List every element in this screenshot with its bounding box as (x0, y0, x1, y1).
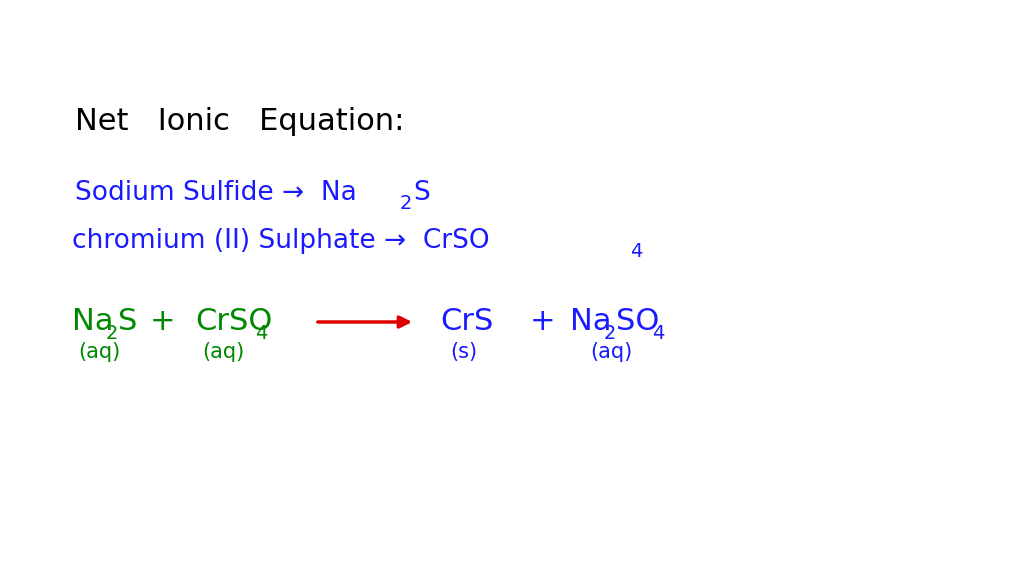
Text: Net   Ionic   Equation:: Net Ionic Equation: (75, 107, 404, 136)
Text: 2: 2 (400, 194, 413, 213)
Text: +: + (150, 307, 176, 336)
Text: chromium (II) Sulphate →  CrSO: chromium (II) Sulphate → CrSO (72, 228, 489, 254)
Text: (s): (s) (450, 342, 477, 362)
Text: (aq): (aq) (202, 342, 245, 362)
Text: CrS: CrS (440, 307, 494, 336)
Text: (aq): (aq) (590, 342, 632, 362)
Text: 4: 4 (255, 324, 267, 343)
Text: 2: 2 (604, 324, 616, 343)
Text: S: S (413, 180, 430, 206)
Text: 2: 2 (106, 324, 119, 343)
Text: Sodium Sulfide →  Na: Sodium Sulfide → Na (75, 180, 356, 206)
Text: (aq): (aq) (78, 342, 120, 362)
Text: 4: 4 (630, 242, 642, 261)
Text: Na: Na (72, 307, 114, 336)
Text: +: + (530, 307, 556, 336)
Text: 4: 4 (652, 324, 665, 343)
Text: SO: SO (616, 307, 659, 336)
Text: CrSO: CrSO (195, 307, 272, 336)
Text: Na: Na (570, 307, 611, 336)
Text: S: S (118, 307, 137, 336)
